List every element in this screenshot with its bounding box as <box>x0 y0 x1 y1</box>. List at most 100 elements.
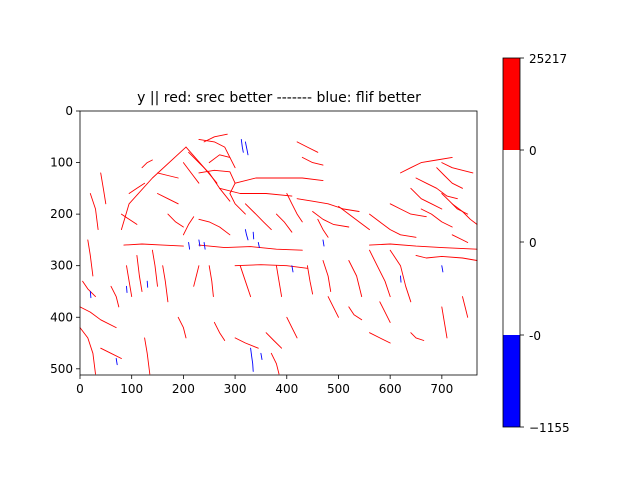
red-edge-trace <box>82 280 96 298</box>
x-tick-label: 100 <box>120 382 143 396</box>
red-edge-trace <box>369 243 478 250</box>
red-edge-trace <box>415 177 458 200</box>
x-axis: 0 100 200 300 400 500 600 700 <box>76 375 453 396</box>
red-edge-trace <box>441 162 474 174</box>
red-edge-trace <box>286 193 303 223</box>
x-tick-label: 400 <box>275 382 298 396</box>
red-edge-trace <box>100 172 107 205</box>
red-edge-trace <box>451 234 469 243</box>
y-tick-label: 0 <box>65 104 73 118</box>
y-tick-label: 200 <box>50 207 73 221</box>
red-edge-trace <box>198 244 303 251</box>
red-edge-trace <box>79 327 96 375</box>
red-edge-trace <box>348 260 363 298</box>
y-tick-label: 400 <box>50 310 73 324</box>
blue-edge-trace <box>146 280 149 288</box>
red-edge-trace <box>451 203 478 225</box>
red-edge-trace <box>286 316 298 339</box>
red-edge-trace <box>234 337 259 349</box>
red-edge-trace <box>213 321 226 341</box>
red-edge-trace <box>317 218 329 238</box>
red-edge-trace <box>415 254 478 261</box>
blue-edge-trace <box>250 347 254 372</box>
red-edge-trace <box>436 167 463 189</box>
blue-edge-trace <box>203 242 206 250</box>
colorbar-tick-label: 0 <box>529 236 537 250</box>
red-edge-trace <box>123 243 184 247</box>
red-edge-trace <box>89 193 99 231</box>
blue-edge-trace <box>115 358 118 366</box>
red-edge-trace <box>128 182 146 194</box>
red-edge-trace <box>296 141 319 153</box>
colorbar-white-segment <box>503 150 520 335</box>
blue-edge-trace <box>322 239 325 247</box>
red-edge-trace <box>136 254 143 292</box>
red-edge-trace <box>265 332 283 349</box>
red-edge-trace <box>208 154 236 169</box>
x-tick-label: 700 <box>430 382 453 396</box>
blue-edge-trace <box>188 242 191 250</box>
red-edge-trace <box>167 213 184 228</box>
red-edge-trace <box>239 265 252 298</box>
red-edge-trace <box>410 187 443 210</box>
blue-edge-trace <box>198 239 201 247</box>
x-tick-label: 0 <box>76 382 84 396</box>
red-edge-trace <box>338 205 370 231</box>
red-edge-trace <box>188 151 231 202</box>
blue-edge-trace <box>89 291 92 299</box>
red-edge-trace <box>441 306 448 339</box>
blue-edge-trace <box>260 352 263 360</box>
red-edge-trace <box>151 249 158 287</box>
red-edge-trace <box>79 306 117 329</box>
red-edge-trace <box>198 169 236 184</box>
red-edge-trace <box>157 193 179 205</box>
red-edge-trace <box>126 265 133 298</box>
blue-edge-trace <box>252 231 255 240</box>
x-tick-label: 500 <box>327 382 350 396</box>
red-edge-trace <box>348 306 363 321</box>
colorbar-ticks <box>520 57 524 428</box>
red-edge-trace <box>462 296 469 318</box>
red-edge-trace <box>203 133 228 143</box>
red-edge-trace <box>327 296 339 318</box>
colorbar: 25217 0 0 -0 −1155 <box>502 52 570 435</box>
red-edge-trace <box>244 203 272 231</box>
red-edge-trace <box>229 182 246 215</box>
red-edge-trace <box>420 208 453 228</box>
x-tick-label: 300 <box>224 382 247 396</box>
red-edge-trace <box>141 159 153 169</box>
colorbar-frame <box>502 57 521 428</box>
red-edge-trace <box>219 187 293 197</box>
blue-edge-trace <box>400 275 402 283</box>
y-tick-label: 300 <box>50 259 73 273</box>
red-edge-trace <box>301 156 324 166</box>
blue-edge-trace <box>126 285 128 293</box>
blue-edge-trace <box>244 229 249 241</box>
edge-map-layer <box>79 133 478 375</box>
red-edge-trace <box>389 203 427 218</box>
red-edge-trace <box>234 177 324 184</box>
plot-background <box>80 111 477 375</box>
red-edge-trace <box>110 285 120 308</box>
red-edge-trace <box>379 301 391 323</box>
red-edge-trace <box>369 332 391 344</box>
red-edge-trace <box>208 265 214 298</box>
red-edge-trace <box>198 218 231 236</box>
y-tick-label: 500 <box>50 362 73 376</box>
y-axis: 0 100 200 300 400 500 <box>50 104 80 376</box>
plot-frame <box>79 110 478 376</box>
red-edge-trace <box>270 352 280 375</box>
red-edge-trace <box>296 198 360 212</box>
colorbar-red-segment <box>503 58 520 150</box>
blue-edge-trace <box>240 138 244 153</box>
x-tick-label: 600 <box>379 382 402 396</box>
red-edge-trace <box>100 347 122 359</box>
red-edge-trace <box>120 213 138 225</box>
red-edge-trace <box>182 162 200 184</box>
plot-area <box>79 110 478 376</box>
red-edge-trace <box>275 265 283 298</box>
red-edge-trace <box>410 332 425 341</box>
colorbar-tick-label: 25217 <box>529 52 567 66</box>
colorbar-blue-segment <box>503 335 520 427</box>
colorbar-tick-label: -0 <box>529 329 541 343</box>
